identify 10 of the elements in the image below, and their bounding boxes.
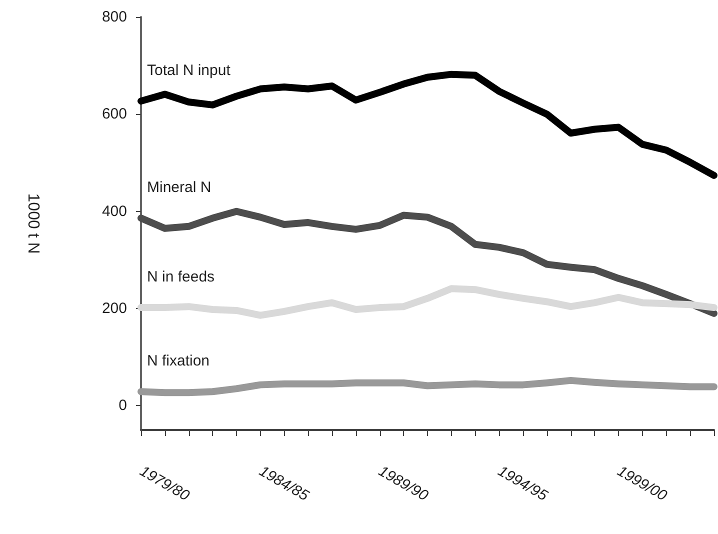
- y-tick-label: 800: [102, 8, 127, 26]
- series-label: Mineral N: [147, 179, 212, 196]
- y-axis-title: 1000 t N: [24, 193, 42, 254]
- series-label: N in feeds: [147, 268, 215, 286]
- y-tick-label: 400: [102, 202, 127, 220]
- y-tick-label: 600: [102, 106, 127, 123]
- series-label: Total N input: [147, 62, 232, 80]
- series-label: N fixation: [147, 352, 210, 370]
- y-tick-label: 0: [118, 397, 127, 414]
- y-tick-label: 200: [102, 300, 127, 318]
